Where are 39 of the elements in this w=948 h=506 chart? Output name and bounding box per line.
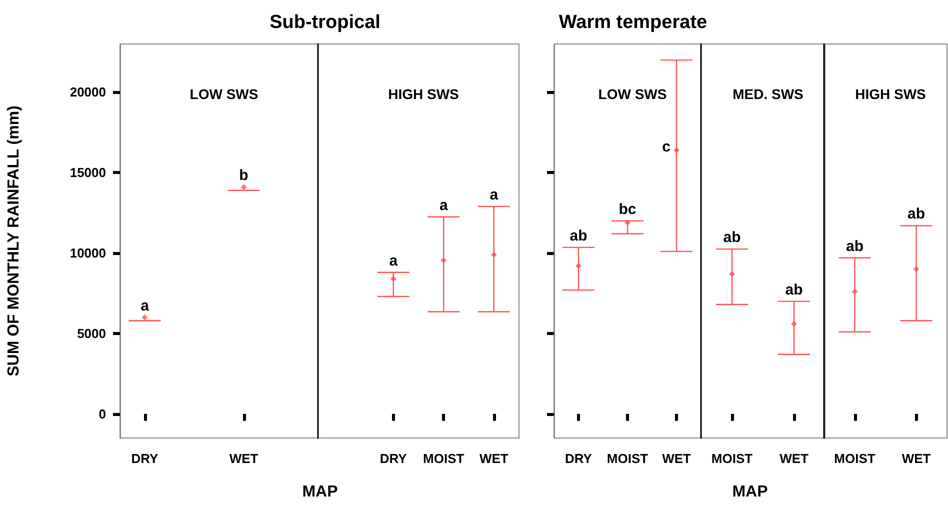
x-tick-label: MOIST [834,451,876,466]
y-tick-label: 10000 [70,246,106,261]
x-axis-title: MAP [732,484,768,500]
y-axis-title: SUM OF MONTHLY RAINFALL (mm) [6,106,22,376]
text: LOW SWS [190,86,258,102]
x-tick-label: WET [662,451,691,466]
text: HIGH SWS [388,86,459,102]
annotation: b [239,167,248,184]
annotation: ab [846,238,864,255]
annotation: ab [785,281,803,298]
annotation: ab [907,206,926,223]
text: HIGH SWS [855,86,926,102]
x-tick-label: MOIST [423,451,464,466]
x-tick-label: MOIST [606,451,648,466]
text: MED. SWS [732,86,804,102]
annotation: a [389,252,398,270]
y-tick-label: 0 [98,406,106,422]
x-tick-label: DRY [565,451,592,466]
annotation: bc [618,200,636,218]
chart-title: Warm temperate [558,12,708,33]
x-tick-label: WET [229,451,258,466]
x-tick-label: WET [902,451,931,466]
x-tick-label: DRY [131,451,159,466]
x-tick-label: DRY [380,451,408,466]
annotation: c [662,138,670,156]
x-axis-title: MAP [302,484,338,500]
x-tick-label: WET [479,451,508,466]
y-tick-label: 20000 [70,84,106,100]
text: LOW SWS [598,86,667,102]
x-tick-label: WET [780,451,808,466]
annotation: ab [723,229,741,246]
annotation: a [140,297,150,314]
annotation: a [439,196,448,214]
annotation: ab [570,227,588,244]
y-tick-label: 5000 [77,326,106,341]
y-tick-label: 15000 [70,165,106,180]
chart-title: Sub-tropical [270,12,380,33]
annotation: a [490,186,499,204]
x-tick-label: MOIST [711,451,753,466]
